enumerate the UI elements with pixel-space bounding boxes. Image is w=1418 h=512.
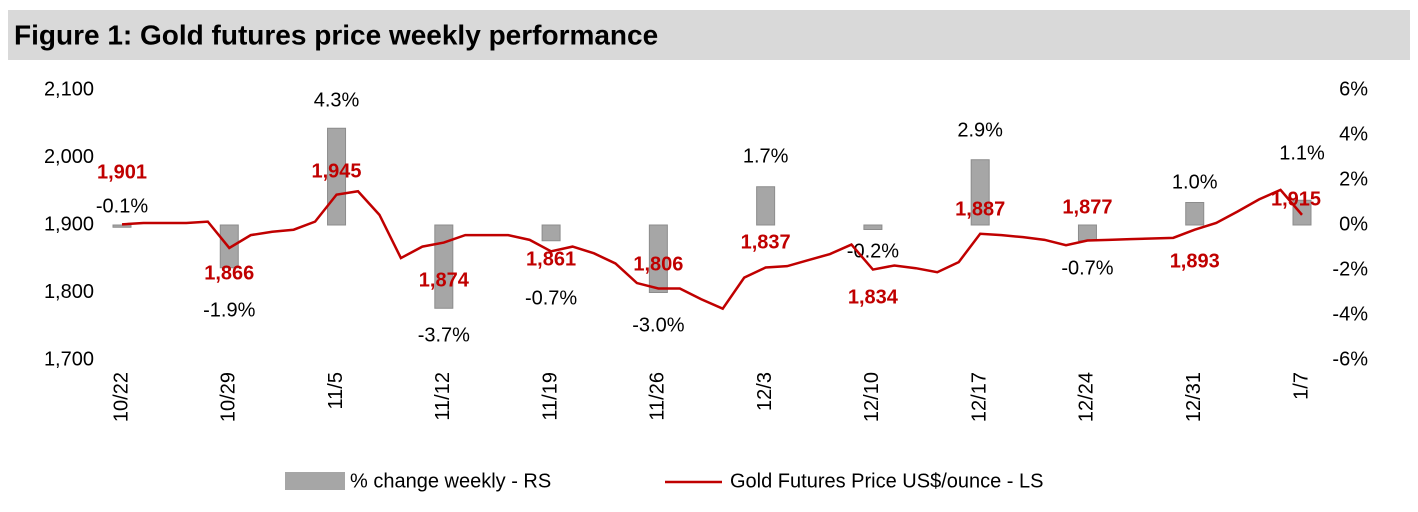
bar-value-label: 1.1%	[1279, 142, 1325, 164]
line-value-label: 1,861	[526, 248, 576, 270]
chart-title: Figure 1: Gold futures price weekly perf…	[14, 19, 658, 50]
y-tick-label: 1,800	[44, 281, 94, 303]
x-tick-label: 10/22	[110, 372, 132, 422]
line-value-label: 1,877	[1062, 196, 1112, 218]
price-line	[121, 188, 1303, 311]
bar-value-label: 2.9%	[957, 119, 1003, 141]
y2-tick-label: 4%	[1339, 123, 1368, 145]
bar-value-label: 1.7%	[743, 145, 789, 167]
y-tick-label: 1,900	[44, 213, 94, 235]
bar	[970, 159, 990, 226]
y2-tick-label: -2%	[1332, 258, 1368, 280]
bar	[112, 224, 132, 228]
y2-tick-label: -6%	[1332, 348, 1368, 370]
bar	[756, 186, 776, 226]
bar-value-label: -0.2%	[847, 240, 899, 262]
x-tick-label: 12/17	[968, 372, 990, 422]
x-tick-label: 11/26	[647, 372, 669, 421]
bar	[863, 224, 883, 230]
y-tick-label: 2,100	[44, 78, 94, 100]
y-tick-label: 1,700	[44, 348, 94, 370]
x-tick-label: 12/31	[1183, 372, 1205, 422]
bar-value-label: 1.0%	[1172, 171, 1218, 193]
x-tick-label: 11/5	[325, 372, 347, 409]
line-value-label: 1,837	[741, 231, 791, 253]
x-tick-label: 11/19	[539, 372, 561, 421]
bar-value-label: -0.1%	[96, 195, 148, 217]
bar	[541, 224, 561, 242]
line-value-label: 1,901	[97, 161, 147, 183]
line-value-label: 1,887	[955, 198, 1005, 220]
bar-value-label: -0.7%	[1061, 257, 1113, 279]
y2-tick-label: 2%	[1339, 168, 1368, 190]
line-value-label: 1,945	[312, 160, 362, 182]
x-tick-label: 10/29	[218, 372, 240, 422]
line-value-label: 1,874	[419, 269, 470, 291]
bar	[648, 224, 668, 293]
line-value-label: 1,834	[848, 286, 899, 308]
bar-value-label: -0.7%	[525, 287, 577, 309]
x-tick-label: 12/10	[861, 372, 883, 422]
bar	[1185, 202, 1205, 226]
y2-tick-label: -4%	[1332, 303, 1368, 325]
bar-value-label: -1.9%	[203, 299, 255, 321]
legend-swatch-bar	[285, 472, 345, 490]
line-value-label: 1,915	[1271, 188, 1321, 210]
legend-label: % change weekly - RS	[350, 470, 551, 492]
bar	[434, 224, 454, 309]
y2-tick-label: 0%	[1339, 213, 1368, 235]
x-tick-label: 11/12	[432, 372, 454, 421]
y2-tick-label: 6%	[1339, 78, 1368, 100]
line-value-label: 1,866	[204, 262, 254, 284]
x-tick-label: 12/24	[1076, 372, 1098, 422]
bar	[1292, 199, 1312, 226]
line-value-label: 1,893	[1170, 250, 1220, 272]
bar	[1077, 224, 1097, 242]
bar-value-label: -3.0%	[632, 314, 684, 336]
bar-value-label: -3.7%	[418, 324, 470, 346]
legend-label: Gold Futures Price US$/ounce - LS	[730, 470, 1043, 492]
line-value-label: 1,806	[633, 253, 683, 275]
bar-value-label: 4.3%	[314, 89, 360, 111]
title-bar	[8, 10, 1410, 60]
y-tick-label: 2,000	[44, 146, 94, 168]
x-tick-label: 1/7	[1290, 372, 1312, 400]
x-tick-label: 12/3	[754, 372, 776, 411]
